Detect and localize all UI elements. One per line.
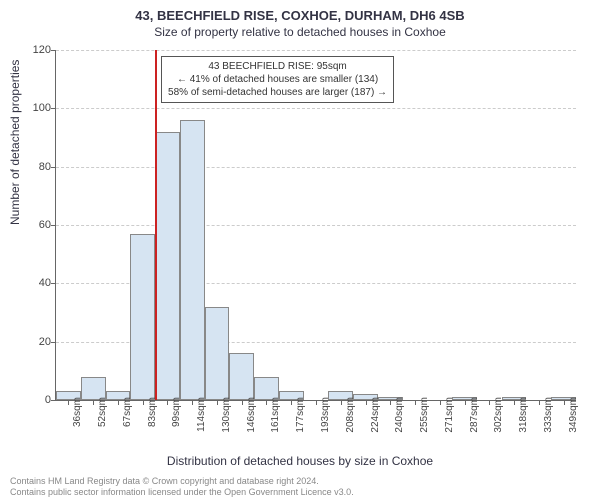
xtick-mark (93, 400, 94, 405)
ytick-label: 100 (26, 102, 51, 114)
xtick-label: 349sqm (568, 397, 579, 433)
xtick-label: 83sqm (147, 397, 158, 427)
histogram-bar (130, 234, 155, 400)
xtick-mark (415, 400, 416, 405)
xtick-mark (341, 400, 342, 405)
xtick-label: 302sqm (493, 397, 504, 433)
annotation-line2: ← 41% of detached houses are smaller (13… (168, 73, 387, 86)
xtick-label: 114sqm (196, 397, 207, 432)
histogram-bar (229, 353, 254, 400)
xtick-mark (266, 400, 267, 405)
xtick-mark (68, 400, 69, 405)
histogram-bar (205, 307, 230, 400)
xtick-label: 333sqm (543, 397, 554, 433)
ytick-mark (51, 342, 56, 343)
chart-plot-area: 02040608010012036sqm52sqm67sqm83sqm99sqm… (55, 50, 576, 401)
histogram-bar (180, 120, 205, 400)
xtick-label: 52sqm (97, 397, 108, 427)
xtick-label: 36sqm (72, 397, 83, 427)
ytick-mark (51, 50, 56, 51)
xtick-mark (366, 400, 367, 405)
xtick-mark (242, 400, 243, 405)
xtick-label: 146sqm (246, 397, 257, 433)
ytick-mark (51, 283, 56, 284)
ytick-mark (51, 108, 56, 109)
ytick-label: 60 (26, 219, 51, 231)
xtick-mark (564, 400, 565, 405)
ytick-mark (51, 225, 56, 226)
xtick-mark (316, 400, 317, 405)
grid-line (56, 167, 576, 168)
ytick-label: 80 (26, 161, 51, 173)
xtick-label: 193sqm (320, 397, 331, 433)
xtick-label: 130sqm (221, 397, 232, 433)
xtick-mark (390, 400, 391, 405)
xtick-mark (217, 400, 218, 405)
xtick-label: 255sqm (419, 397, 430, 433)
annotation-box: 43 BEECHFIELD RISE: 95sqm← 41% of detach… (161, 56, 394, 103)
xtick-mark (539, 400, 540, 405)
xtick-label: 240sqm (394, 397, 405, 433)
xtick-mark (192, 400, 193, 405)
histogram-bar (155, 132, 180, 400)
x-axis-label: Distribution of detached houses by size … (0, 454, 600, 468)
grid-line (56, 225, 576, 226)
ytick-label: 120 (26, 44, 51, 56)
ytick-label: 20 (26, 336, 51, 348)
footer-line1: Contains HM Land Registry data © Crown c… (10, 476, 354, 487)
ytick-mark (51, 400, 56, 401)
ytick-label: 40 (26, 277, 51, 289)
xtick-mark (291, 400, 292, 405)
y-axis-label: Number of detached properties (8, 60, 22, 225)
xtick-label: 99sqm (171, 397, 182, 427)
footer-line2: Contains public sector information licen… (10, 487, 354, 498)
xtick-mark (465, 400, 466, 405)
marker-line (155, 50, 157, 400)
xtick-label: 161sqm (270, 397, 281, 433)
ytick-label: 0 (26, 394, 51, 406)
annotation-line3: 58% of semi-detached houses are larger (… (168, 86, 387, 99)
xtick-label: 208sqm (345, 397, 356, 433)
footer-attribution: Contains HM Land Registry data © Crown c… (10, 476, 354, 498)
chart-subtitle: Size of property relative to detached ho… (0, 23, 600, 39)
xtick-label: 177sqm (295, 397, 306, 433)
xtick-mark (143, 400, 144, 405)
xtick-mark (489, 400, 490, 405)
annotation-line1: 43 BEECHFIELD RISE: 95sqm (168, 60, 387, 73)
grid-line (56, 50, 576, 51)
xtick-mark (440, 400, 441, 405)
xtick-label: 271sqm (444, 397, 455, 433)
xtick-label: 287sqm (469, 397, 480, 433)
xtick-mark (167, 400, 168, 405)
xtick-mark (514, 400, 515, 405)
xtick-label: 67sqm (122, 397, 133, 427)
xtick-mark (118, 400, 119, 405)
chart-title: 43, BEECHFIELD RISE, COXHOE, DURHAM, DH6… (0, 0, 600, 23)
grid-line (56, 108, 576, 109)
xtick-label: 318sqm (518, 397, 529, 433)
xtick-label: 224sqm (370, 397, 381, 433)
ytick-mark (51, 167, 56, 168)
